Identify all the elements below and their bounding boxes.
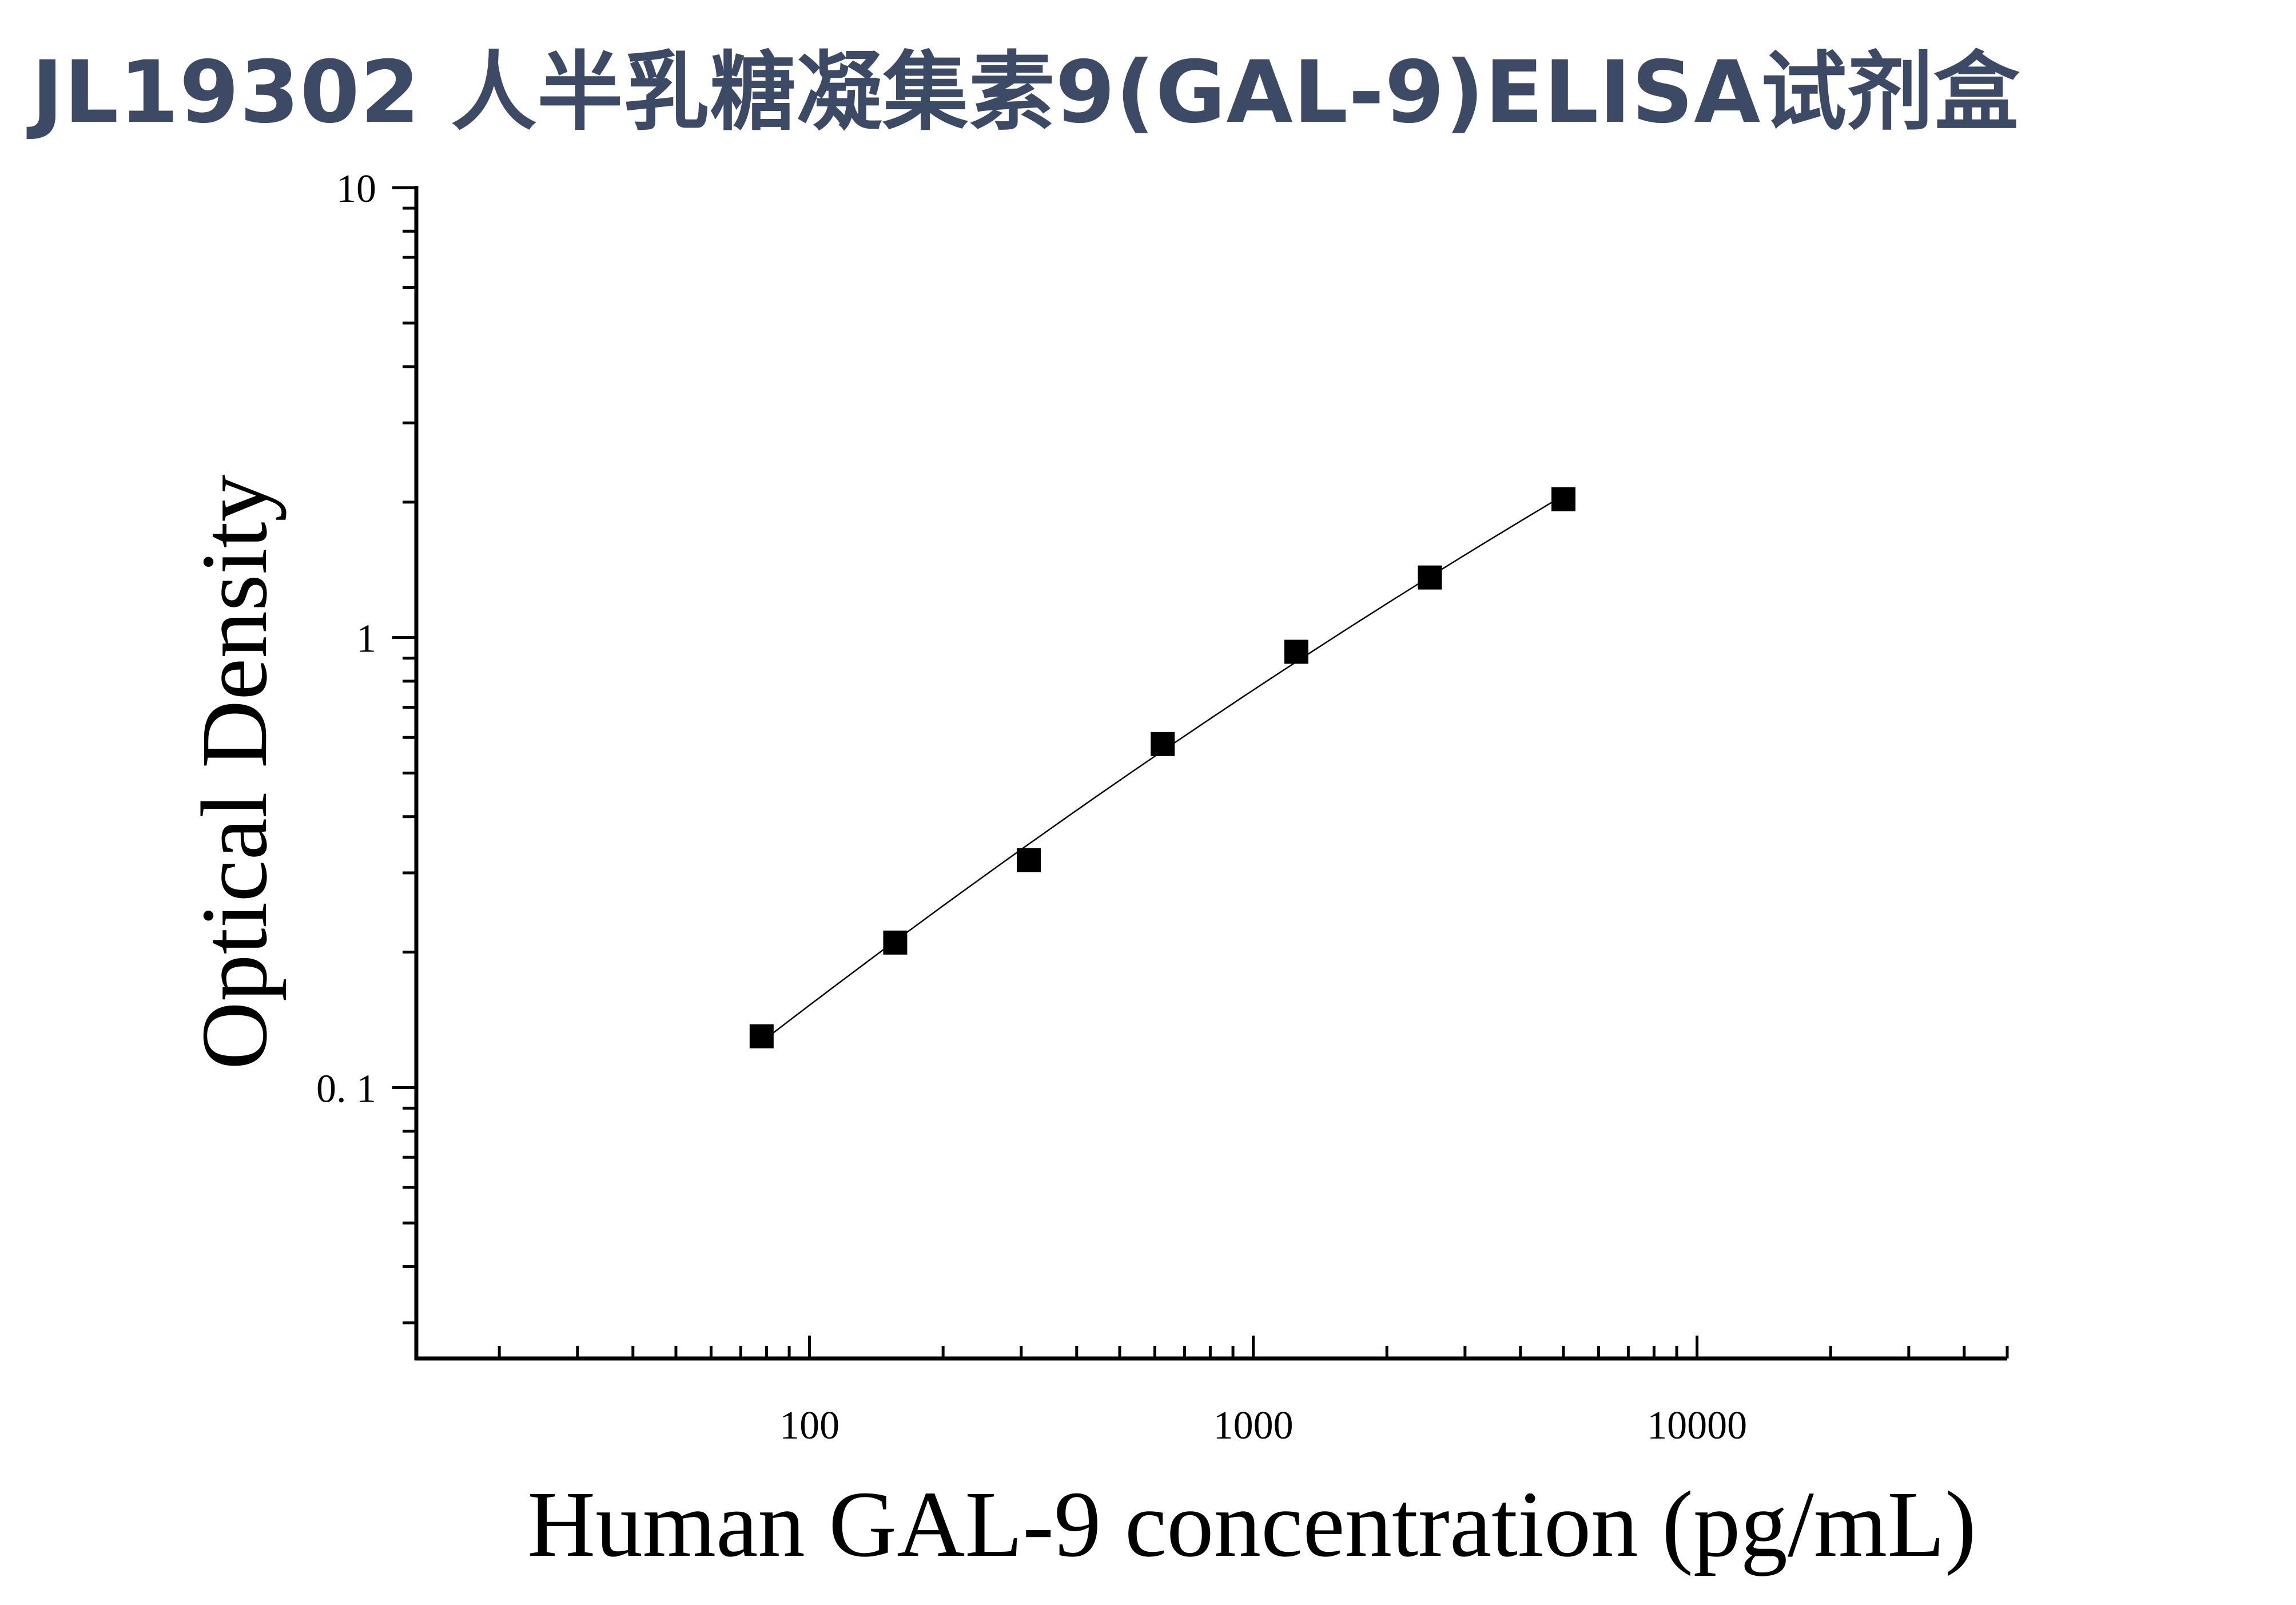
y-tick-label: 10 <box>336 167 376 211</box>
data-point <box>1017 848 1041 872</box>
y-axis-title: Optical Density <box>182 475 286 1070</box>
y-tick-label: 0. 1 <box>316 1067 376 1111</box>
data-point <box>1551 487 1575 511</box>
page-title: JL19302 人半乳糖凝集素9(GAL-9)ELISA试剂盒 <box>31 43 2020 142</box>
data-point <box>1151 732 1175 756</box>
axis-ticks <box>392 186 2009 1358</box>
y-tick-label: 1 <box>356 617 376 661</box>
data-point <box>749 1024 774 1048</box>
fit-curve <box>761 495 1564 1043</box>
data-points <box>749 487 1575 1048</box>
x-tick-label: 1000 <box>1213 1404 1294 1448</box>
data-point <box>1284 639 1308 664</box>
data-point <box>1418 565 1442 590</box>
axis-tick-labels: 100 1000 10000 0. 1 1 10 <box>316 167 1747 1448</box>
x-tick-label: 100 <box>779 1404 839 1448</box>
x-tick-label: 10000 <box>1647 1404 1747 1448</box>
x-axis-title: Human GAL-9 concentration (pg/mL) <box>527 1472 1976 1576</box>
data-point <box>883 930 908 955</box>
